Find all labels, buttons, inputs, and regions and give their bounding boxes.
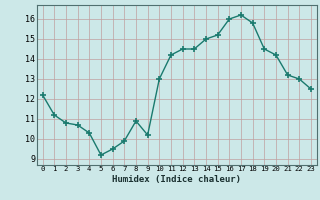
- X-axis label: Humidex (Indice chaleur): Humidex (Indice chaleur): [112, 175, 241, 184]
